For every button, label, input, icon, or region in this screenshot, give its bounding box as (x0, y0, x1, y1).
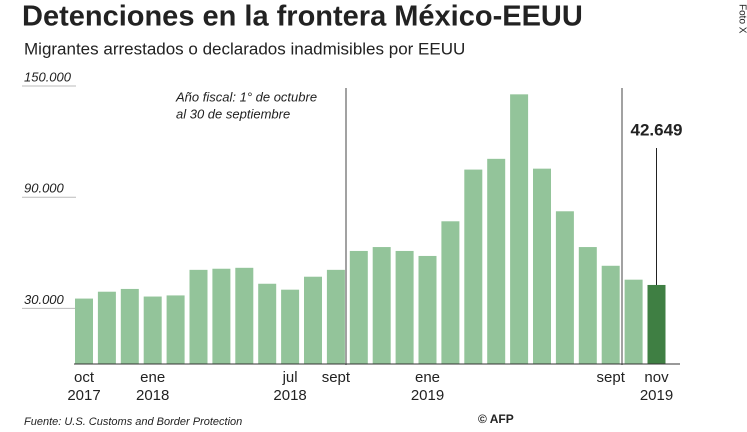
bar (120, 288, 139, 364)
bar (418, 255, 437, 364)
bar (143, 296, 162, 364)
chart-subtitle: Migrantes arrestados o declarados inadmi… (24, 39, 465, 58)
bar (75, 298, 93, 364)
x-tick-label: oct (74, 369, 95, 386)
credit: © AFP (478, 412, 514, 426)
bar (601, 265, 620, 364)
bar (647, 284, 666, 364)
x-tick-year: 2018 (136, 387, 169, 404)
x-tick-year: 2019 (640, 387, 673, 404)
y-tick-label: 90.000 (24, 181, 65, 196)
bar (97, 291, 116, 364)
bar (555, 211, 574, 364)
annotation: al 30 de septiembre (176, 106, 290, 121)
side-credit: Foto X (736, 4, 747, 34)
bar (578, 247, 597, 364)
bar (533, 168, 551, 364)
y-tick-label: 150.000 (24, 69, 72, 84)
x-tick-label: ene (415, 369, 440, 386)
bar (281, 289, 300, 364)
x-tick-year: 2018 (273, 387, 306, 404)
bar (304, 276, 322, 364)
bar (166, 295, 185, 364)
x-tick-year: 2017 (67, 387, 100, 404)
x-tick-label: ene (140, 369, 165, 386)
bar (510, 94, 529, 364)
bar (235, 267, 254, 364)
y-tick-label: 30.000 (24, 292, 65, 307)
bar (372, 247, 391, 364)
bar (441, 221, 460, 364)
bar (487, 158, 506, 364)
x-tick-label: nov (644, 369, 669, 386)
chart-title: Detenciones en la frontera México-EEUU (22, 1, 583, 33)
annotation: Año fiscal: 1° de octubre (175, 89, 317, 104)
x-tick-year: 2019 (411, 387, 444, 404)
bar (464, 169, 483, 364)
source: Fuente: U.S. Customs and Border Protecti… (24, 416, 242, 427)
x-tick-label: jul (282, 369, 298, 386)
bar (326, 269, 345, 364)
value-label: 42.649 (631, 120, 683, 139)
x-tick-label: sept (597, 369, 626, 386)
bar (395, 250, 414, 364)
bar (349, 250, 368, 364)
bar (189, 269, 208, 364)
bar (212, 268, 231, 364)
bar (624, 279, 643, 364)
x-tick-label: sept (322, 369, 351, 386)
bar (258, 283, 277, 364)
